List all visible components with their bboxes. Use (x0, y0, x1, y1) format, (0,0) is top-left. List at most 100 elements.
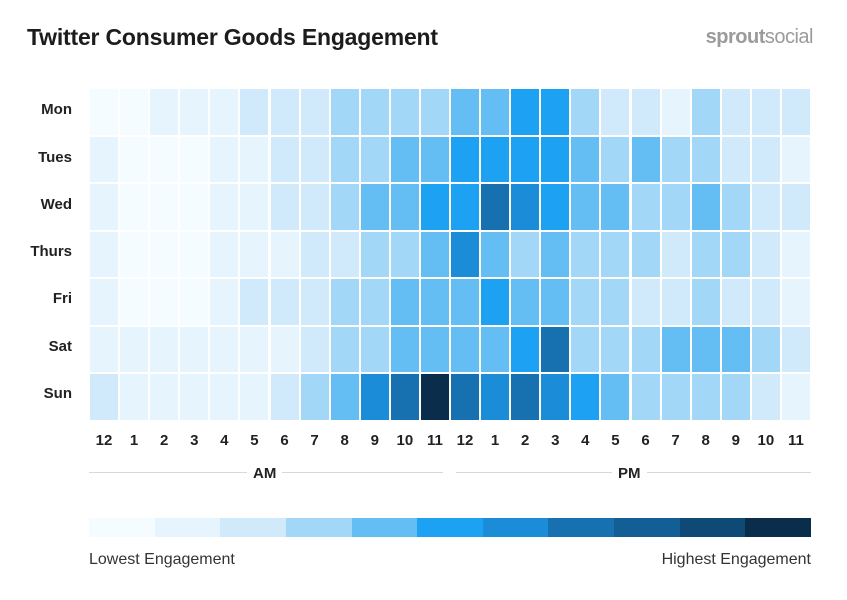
heatmap-cell (601, 231, 630, 278)
heatmap-cell (751, 231, 780, 278)
heatmap-cell (781, 326, 810, 373)
heatmap-grid (89, 88, 811, 421)
heatmap-cell (601, 374, 630, 420)
heatmap-cell (511, 136, 540, 183)
hour-label: 12 (456, 432, 474, 449)
heatmap-cell (300, 184, 329, 230)
heatmap-cell (120, 374, 149, 420)
heatmap-cell (481, 279, 510, 325)
heatmap-cell (120, 326, 149, 373)
heatmap-cell (120, 184, 149, 230)
heatmap-cell (330, 374, 359, 420)
hour-label: 10 (757, 432, 775, 449)
heatmap-cell (330, 231, 359, 278)
heatmap-cell (270, 231, 299, 278)
heatmap-cell (300, 136, 329, 183)
day-label: Fri (52, 290, 72, 307)
heatmap-cell (270, 374, 299, 420)
heatmap-cell (541, 279, 570, 325)
heatmap-cell (661, 326, 690, 373)
heatmap-cell (661, 374, 690, 420)
heatmap-cell (751, 184, 780, 230)
heatmap-cell (390, 184, 419, 230)
legend-swatch (285, 518, 352, 537)
heatmap-cell (781, 231, 810, 278)
heatmap-cell (571, 231, 600, 278)
heatmap-cell (180, 231, 209, 278)
heatmap-cell (360, 279, 389, 325)
heatmap-cell (390, 279, 419, 325)
legend-swatch (614, 518, 680, 537)
hour-label: 1 (490, 432, 500, 449)
legend-swatch (154, 518, 221, 537)
heatmap-cell (601, 279, 630, 325)
heatmap-cell (90, 136, 119, 183)
heatmap-cell (90, 231, 119, 278)
heatmap-cell (210, 231, 239, 278)
heatmap-cell (210, 184, 239, 230)
heatmap-cell (721, 279, 750, 325)
heatmap-cell (541, 326, 570, 373)
heatmap-cell (451, 231, 480, 278)
heatmap-cell (661, 89, 690, 135)
heatmap-cell (240, 89, 269, 135)
legend-swatch (679, 518, 746, 537)
heatmap-cell (781, 89, 810, 135)
heatmap-cell (240, 136, 269, 183)
heatmap-cell (631, 231, 660, 278)
heatmap-cell (661, 231, 690, 278)
heatmap-cell (631, 184, 660, 230)
heatmap-cell (240, 184, 269, 230)
heatmap-cell (541, 374, 570, 420)
heatmap-cell (481, 326, 510, 373)
heatmap-cell (541, 231, 570, 278)
heatmap-cell (751, 136, 780, 183)
heatmap-cell (691, 89, 720, 135)
heatmap-cell (180, 89, 209, 135)
heatmap-cell (150, 136, 179, 183)
heatmap-cell (90, 326, 119, 373)
heatmap-cell (511, 279, 540, 325)
am-label: AM (247, 465, 283, 482)
heatmap-cell (751, 326, 780, 373)
heatmap-cell (511, 231, 540, 278)
heatmap-cell (721, 231, 750, 278)
hour-label: 2 (159, 432, 169, 449)
heatmap-cell (631, 374, 660, 420)
heatmap-cell (330, 279, 359, 325)
heatmap-cell (511, 184, 540, 230)
heatmap-cell (451, 184, 480, 230)
legend-min-label: Lowest Engagement (89, 551, 235, 568)
legend-swatch (89, 518, 155, 537)
heatmap-cell (180, 279, 209, 325)
day-label: Sat (48, 338, 72, 355)
heatmap-cell (721, 136, 750, 183)
legend-swatch (417, 518, 483, 537)
heatmap-cell (90, 279, 119, 325)
heatmap-cell (90, 374, 119, 420)
heatmap-cell (360, 374, 389, 420)
heatmap-cell (781, 184, 810, 230)
heatmap-cell (661, 136, 690, 183)
hour-label: 6 (641, 432, 650, 449)
heatmap-cell (360, 326, 389, 373)
heatmap-cell (360, 89, 389, 135)
heatmap-cell (180, 184, 209, 230)
heatmap-cell (210, 326, 239, 373)
day-label: Mon (41, 101, 72, 118)
heatmap-cell (390, 136, 419, 183)
heatmap-cell (511, 89, 540, 135)
hour-label: 2 (520, 432, 530, 449)
heatmap-cell (360, 231, 389, 278)
hour-label: 3 (551, 432, 560, 449)
heatmap-cell (751, 89, 780, 135)
heatmap-cell (511, 374, 540, 420)
heatmap-cell (451, 326, 480, 373)
heatmap-cell (150, 184, 179, 230)
heatmap-cell (481, 89, 510, 135)
hour-label: 9 (370, 432, 379, 449)
heatmap-cell (240, 374, 269, 420)
day-label: Sun (43, 385, 72, 402)
heatmap-cell (180, 374, 209, 420)
heatmap-cell (571, 279, 600, 325)
